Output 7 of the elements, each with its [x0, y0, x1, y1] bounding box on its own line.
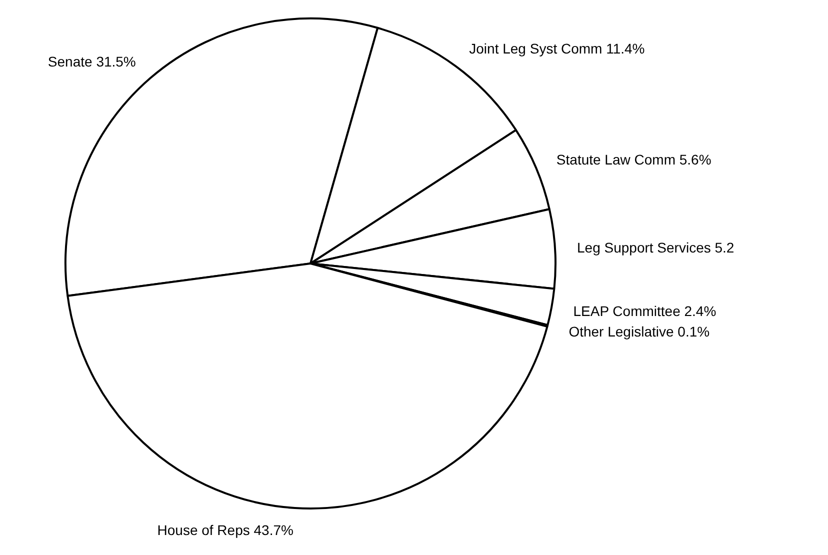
slice-label: Joint Leg Syst Comm 11.4% — [469, 40, 645, 57]
slice-label: Statute Law Comm 5.6% — [556, 152, 712, 168]
slice-label: Other Legislative 0.1% — [568, 323, 710, 340]
slice-label: Senate 31.5% — [48, 54, 136, 70]
slice-label: Leg Support Services 5.2 — [577, 239, 734, 256]
slice-label: LEAP Committee 2.4% — [573, 302, 716, 319]
slice-label: House of Reps 43.7% — [157, 522, 294, 538]
